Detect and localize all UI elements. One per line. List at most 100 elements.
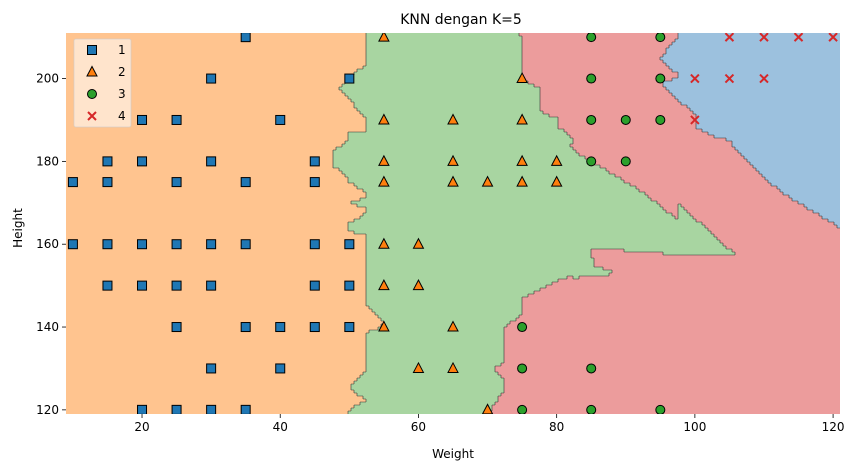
- region-cell-class-2: [366, 33, 520, 37]
- x-tick-label: 120: [822, 420, 845, 434]
- region-cell-class-3: [498, 396, 840, 400]
- region-cell-class-1: [66, 258, 367, 262]
- region-cell-class-3: [504, 339, 840, 343]
- region-cell-class-3: [591, 252, 664, 256]
- data-point-class-1: [171, 322, 182, 333]
- region-cell-class-4: [669, 66, 840, 70]
- region-cell-class-1: [66, 240, 367, 244]
- region-cell-class-3: [540, 99, 679, 103]
- region-cell-class-3: [504, 381, 840, 385]
- data-point-class-2: [516, 113, 528, 125]
- region-cell-class-3: [504, 354, 840, 358]
- region-cell-class-2: [678, 213, 691, 217]
- region-cell-class-2: [678, 207, 685, 211]
- region-cell-class-2: [333, 150, 577, 154]
- region-cell-class-3: [552, 282, 840, 286]
- region-cell-class-2: [333, 162, 595, 166]
- data-point-class-2: [378, 279, 390, 291]
- region-cell-class-4: [744, 156, 840, 160]
- region-cell-class-1: [66, 225, 349, 229]
- region-cell-class-3: [522, 63, 667, 67]
- region-cell-class-1: [66, 162, 334, 166]
- data-point-class-1: [67, 177, 78, 188]
- region-cell-class-2: [366, 303, 523, 307]
- data-point-class-1: [240, 322, 251, 333]
- region-cell-class-1: [66, 399, 367, 403]
- region-cell-class-4: [819, 213, 840, 217]
- region-cell-class-3: [522, 48, 667, 52]
- region-cell-class-3: [579, 153, 742, 157]
- region-cell-class-2: [342, 84, 535, 88]
- region-cell-class-1: [66, 63, 367, 67]
- data-point-class-1: [67, 239, 78, 250]
- region-cell-class-4: [696, 117, 840, 121]
- region-cell-class-1: [66, 246, 367, 250]
- region-cell-class-2: [366, 126, 559, 130]
- region-cell-class-1: [66, 276, 367, 280]
- region-cell-class-3: [675, 216, 679, 220]
- region-cell-class-2: [366, 57, 523, 61]
- region-cell-class-2: [363, 114, 550, 118]
- region-cell-class-1: [66, 87, 340, 91]
- region-cell-class-1: [66, 336, 367, 340]
- data-point-class-2: [447, 361, 459, 373]
- region-cell-class-1: [66, 252, 367, 256]
- region-cell-class-2: [366, 300, 523, 304]
- region-cell-class-1: [66, 66, 364, 70]
- data-point-class-4: [690, 115, 700, 125]
- region-cell-class-1: [66, 135, 349, 139]
- data-point-class-3: [517, 322, 528, 333]
- region-cell-class-2: [366, 63, 523, 67]
- region-cell-class-3: [726, 246, 840, 250]
- region-cell-class-1: [66, 174, 346, 178]
- region-cell-class-2: [378, 315, 520, 319]
- region-cell-class-4: [666, 51, 840, 55]
- region-cell-class-3: [648, 195, 790, 199]
- region-cell-class-4: [783, 192, 840, 196]
- region-cell-class-1: [66, 156, 334, 160]
- region-cell-class-1: [66, 315, 379, 319]
- region-cell-class-4: [789, 195, 840, 199]
- data-point-class-3: [655, 73, 666, 84]
- data-point-class-2: [516, 154, 528, 166]
- region-cell-class-4: [768, 180, 840, 184]
- region-cell-class-2: [366, 207, 664, 211]
- region-cell-class-2: [351, 99, 541, 103]
- region-cell-class-3: [651, 198, 793, 202]
- region-cell-class-2: [573, 276, 580, 280]
- region-cell-class-2: [342, 171, 610, 175]
- region-cell-class-2: [366, 276, 568, 280]
- region-cell-class-2: [678, 210, 688, 214]
- region-cell-class-2: [357, 393, 502, 397]
- region-cell-class-1: [66, 138, 349, 142]
- region-cell-class-3: [516, 318, 840, 322]
- region-cell-class-2: [372, 309, 523, 313]
- region-cell-class-3: [660, 204, 679, 208]
- data-point-class-3: [586, 404, 597, 414]
- region-cell-class-3: [540, 102, 682, 106]
- region-cell-class-3: [540, 108, 691, 112]
- region-cell-class-3: [546, 285, 840, 289]
- region-cell-class-4: [696, 123, 840, 127]
- region-cell-class-2: [366, 255, 592, 259]
- data-point-class-1: [275, 322, 286, 333]
- region-cell-class-2: [333, 153, 580, 157]
- region-cell-class-1: [66, 294, 367, 298]
- region-cell-class-2: [366, 363, 502, 367]
- data-point-class-2: [516, 175, 528, 187]
- region-cell-class-2: [348, 222, 703, 226]
- region-cell-class-2: [357, 204, 661, 208]
- region-cell-class-1: [66, 81, 346, 85]
- region-cell-class-1: [66, 96, 349, 100]
- region-cell-class-3: [639, 189, 781, 193]
- region-cell-class-3: [528, 294, 840, 298]
- region-cell-class-1: [66, 318, 382, 322]
- region-cell-class-1: [66, 243, 367, 247]
- region-cell-class-4: [672, 93, 840, 97]
- region-cell-class-1: [66, 249, 367, 253]
- region-cell-class-2: [354, 219, 697, 223]
- region-cell-class-2: [366, 261, 595, 265]
- region-cell-class-3: [540, 90, 670, 94]
- region-cell-class-1: [66, 231, 355, 235]
